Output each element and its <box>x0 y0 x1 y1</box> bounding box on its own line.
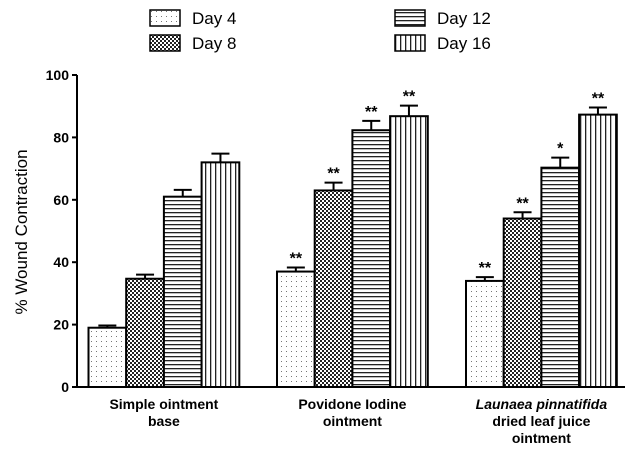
category-label: dried leaf juice <box>492 413 590 429</box>
significance-marker: * <box>557 141 564 158</box>
y-tick-label: 100 <box>46 67 70 83</box>
legend-swatch <box>394 9 426 27</box>
y-tick-label: 60 <box>53 192 69 208</box>
y-tick-label: 40 <box>53 254 69 270</box>
bar <box>313 189 354 388</box>
significance-marker: ** <box>479 260 492 277</box>
bars: *************** <box>87 89 618 389</box>
bar <box>540 166 581 388</box>
category-label: Launaea pinnatifida <box>476 396 608 412</box>
bar <box>87 326 128 388</box>
y-tick-label: 20 <box>53 317 69 333</box>
legend-label: Day 4 <box>192 9 236 28</box>
bar <box>389 115 429 389</box>
legend-label: Day 12 <box>437 9 491 28</box>
significance-marker: ** <box>516 195 529 212</box>
significance-marker: ** <box>403 89 416 106</box>
y-tick-label: 80 <box>53 129 69 145</box>
y-axis-label: % Wound Contraction <box>12 149 31 314</box>
legend-label: Day 16 <box>437 34 491 53</box>
bar <box>351 129 392 388</box>
legend-label: Day 8 <box>192 34 236 53</box>
category-label: Povidone Iodine <box>298 396 406 412</box>
legend-swatch <box>149 34 181 52</box>
legend: Day 4 Day 8 Day 12 Day 16 <box>149 9 491 53</box>
significance-marker: ** <box>592 90 605 107</box>
bar <box>125 277 165 388</box>
significance-marker: ** <box>327 166 340 183</box>
significance-marker: ** <box>365 104 378 121</box>
y-tick-label: 0 <box>61 379 69 395</box>
significance-marker: ** <box>290 251 303 268</box>
bar <box>276 270 316 388</box>
legend-swatch <box>149 9 181 27</box>
bar <box>502 217 543 388</box>
legend-swatch <box>394 34 426 52</box>
category-label: base <box>148 413 180 429</box>
bar <box>578 113 618 389</box>
bar <box>162 195 203 388</box>
bar <box>465 279 505 389</box>
category-label: Simple ointment <box>109 396 218 412</box>
bar <box>200 161 241 388</box>
category-label: ointment <box>512 430 571 446</box>
category-label: ointment <box>323 413 382 429</box>
